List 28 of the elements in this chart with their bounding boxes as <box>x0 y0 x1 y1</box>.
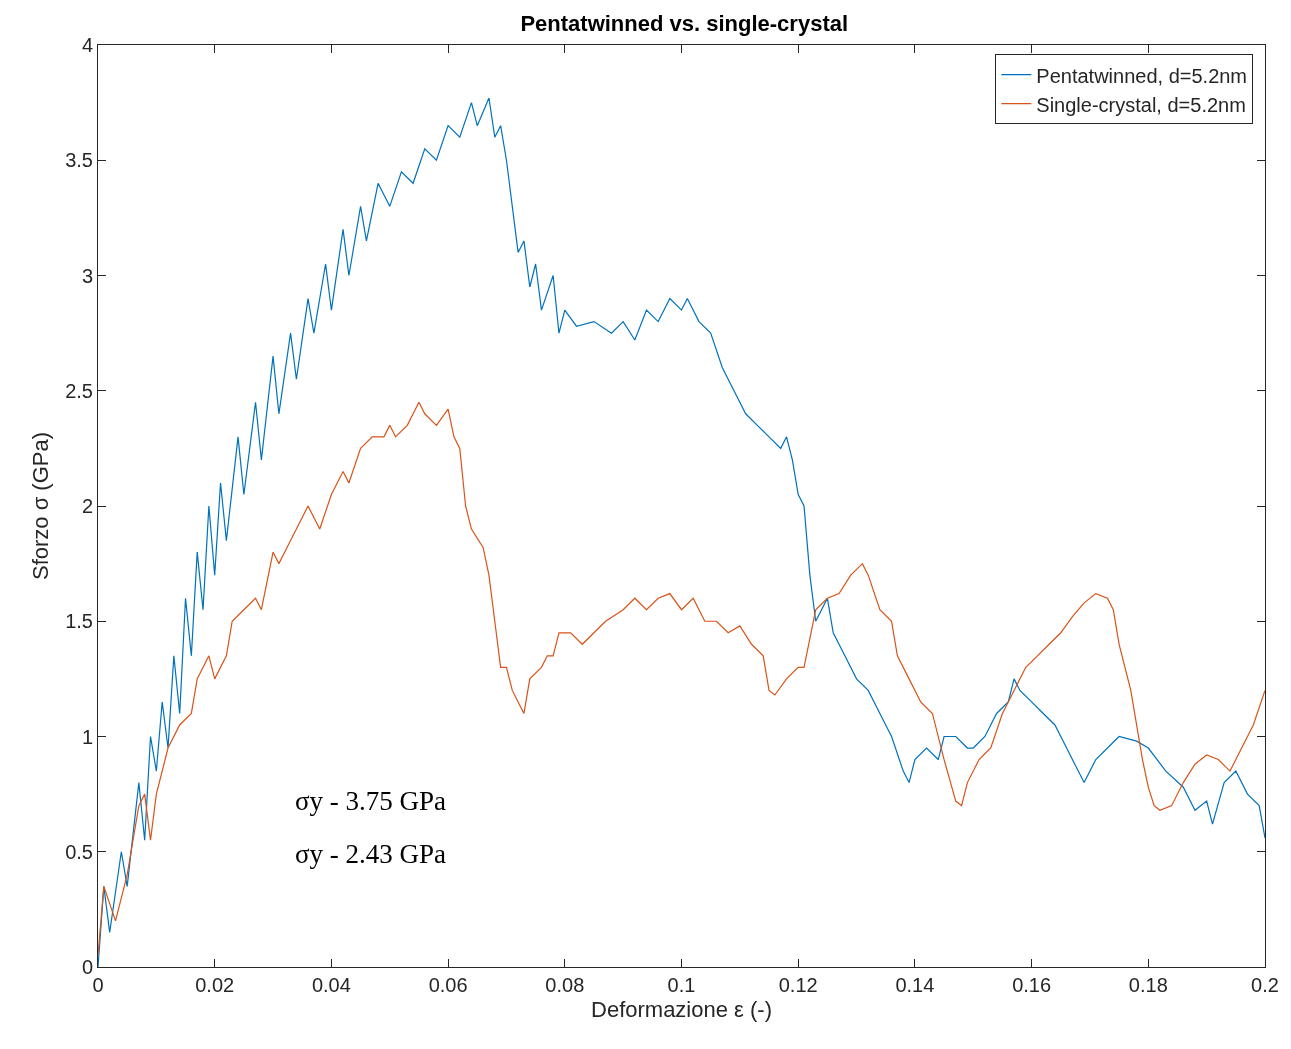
y-tick-label: 4 <box>81 34 93 56</box>
annotation: σy - 3.75 GPa <box>295 786 447 816</box>
x-tick-label: 0.06 <box>428 974 468 996</box>
line-series <box>98 401 1265 957</box>
x-tick-label: 0.2 <box>1251 974 1279 996</box>
legend-label: Single-crystal, d=5.2nm <box>1036 93 1246 116</box>
x-tick-label: 0.18 <box>1128 974 1168 996</box>
y-tick-label: 3.5 <box>65 149 93 172</box>
x-tick-label: 0.04 <box>311 974 351 996</box>
legend-label: Pentatwinned, d=5.2nm <box>1036 64 1248 87</box>
y-axis-title: Sforzo σ (GPa) <box>27 431 53 581</box>
y-tick-label: 1.5 <box>65 610 93 633</box>
x-tick-label: 0.14 <box>895 974 935 996</box>
x-tick-label: 0.1 <box>667 974 696 996</box>
y-tick-label: 0.5 <box>65 840 93 863</box>
x-tick-label: 0.12 <box>778 974 818 996</box>
y-tick-label: 2.5 <box>65 379 93 402</box>
y-tick-label: 1 <box>81 725 93 748</box>
y-tick-label: 2 <box>81 495 93 517</box>
annotation: σy - 2.43 GPa <box>295 839 447 869</box>
x-tick-label: 0.08 <box>545 974 585 996</box>
x-axis-title: Deformazione ε (-) <box>591 996 772 1022</box>
x-tick-label: 0.16 <box>1012 974 1052 996</box>
y-tick-label: 3 <box>81 264 93 287</box>
y-tick-label: 0 <box>81 956 93 978</box>
chart-title: Pentatwinned vs. single-crystal <box>520 11 849 37</box>
line-series <box>98 97 1265 967</box>
x-tick-label: 0.02 <box>195 974 235 996</box>
